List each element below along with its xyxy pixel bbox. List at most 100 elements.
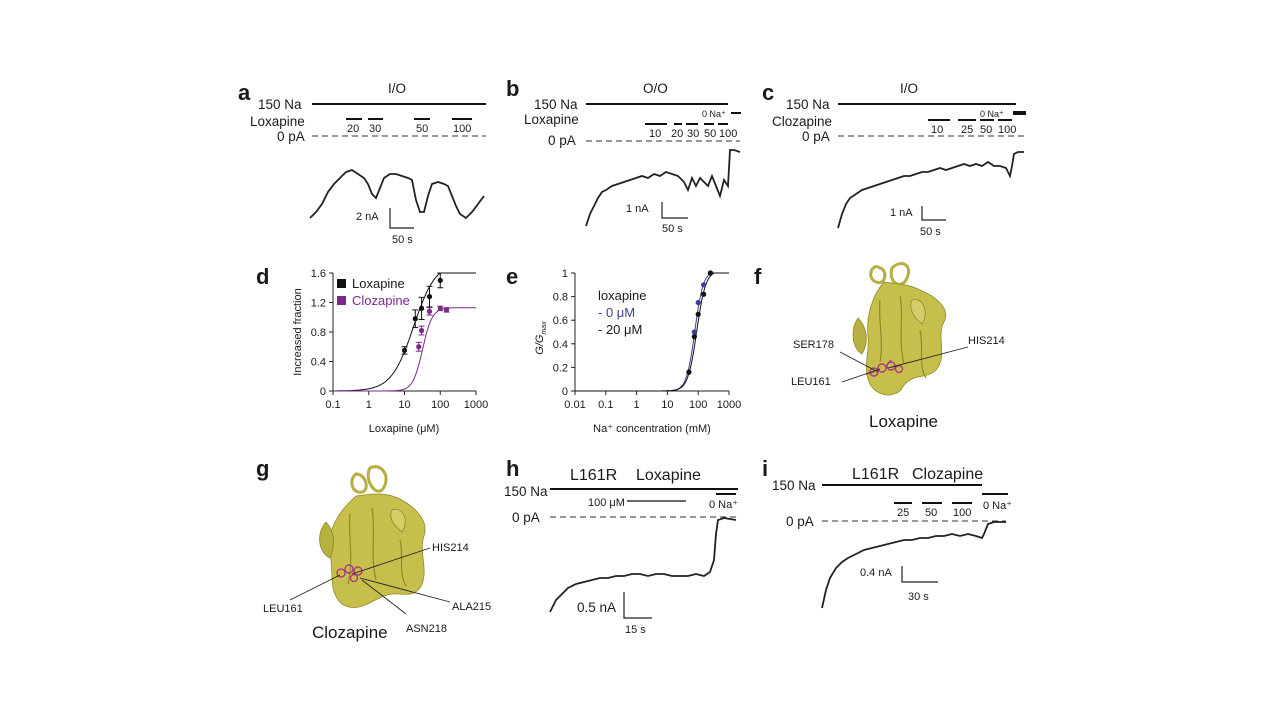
- y-tick-label: 0: [320, 386, 326, 398]
- panel-letter: b: [506, 76, 519, 101]
- condition-label: I/O: [900, 81, 918, 96]
- data-marks: [401, 272, 450, 355]
- x-tick-label: 1: [366, 399, 372, 411]
- drug-label: Loxapine: [250, 114, 305, 129]
- data-point: [695, 311, 701, 317]
- zero-na-label: 0 Na⁺: [983, 500, 1012, 512]
- panel-h: h L161R Loxapine 150 Na 100 μM 0 Na⁺ 0 p…: [504, 456, 738, 636]
- scale-bar: [389, 208, 414, 229]
- na-label: 150 Na: [504, 484, 548, 499]
- x-tick-label: 10: [661, 399, 673, 411]
- y-axis-label: G/Gmax: [534, 321, 548, 355]
- y-tick-label: 0: [562, 386, 568, 398]
- na-label: 150 Na: [534, 97, 578, 112]
- data-point: [426, 308, 433, 314]
- na-label: 150 Na: [772, 478, 816, 493]
- panel-letter: i: [762, 456, 768, 481]
- conc-label: 50: [980, 124, 992, 136]
- leader-line: [351, 547, 431, 575]
- scale-x-label: 50 s: [662, 223, 683, 235]
- na-label: 150 Na: [258, 97, 302, 112]
- ticks: 0.01 0.1 1 10 100 1000 0 0.2 0.4 0.6 0.8 1: [553, 268, 742, 411]
- current-trace: [821, 521, 1006, 609]
- conc-label: 50: [704, 128, 716, 140]
- conc-label: 100 μM: [588, 497, 625, 509]
- scale-bar: [921, 206, 946, 221]
- x-tick-label: 100: [689, 399, 707, 411]
- conc-label: 30: [687, 128, 699, 140]
- panel-letter: a: [238, 80, 251, 105]
- data-point: [437, 277, 443, 283]
- drug-label: Loxapine: [636, 467, 701, 484]
- leader-line: [887, 346, 969, 369]
- data-point: [443, 307, 450, 313]
- zero-label: 0 pA: [277, 129, 305, 144]
- leader-line: [361, 579, 407, 615]
- scale-y-label: 2 nA: [356, 211, 379, 223]
- panel-letter: c: [762, 80, 774, 105]
- data-point: [691, 329, 697, 335]
- panel-a: a I/O 150 Na Loxapine 20 30 50 100 0 pA …: [238, 80, 486, 246]
- panel-g: g HIS214 LEU161 ALA215 ASN218 Clozapine: [256, 456, 491, 642]
- data-marks: [686, 270, 714, 375]
- legend-label: - 0 μM: [598, 305, 635, 320]
- x-tick-label: 1: [634, 399, 640, 411]
- x-axis-label: Loxapine (μM): [369, 423, 440, 435]
- condition-label: I/O: [388, 81, 406, 96]
- y-tick-label: 0.8: [311, 327, 326, 339]
- x-tick-label: 100: [431, 399, 449, 411]
- panel-letter: d: [256, 264, 269, 289]
- data-point: [418, 327, 425, 334]
- data-point: [437, 305, 443, 311]
- y-tick-label: 0.6: [553, 315, 568, 327]
- y-tick-label: 0.2: [553, 362, 568, 374]
- scale-x-label: 50 s: [920, 226, 941, 238]
- protein-structure-image: [852, 262, 947, 396]
- data-point: [426, 294, 433, 300]
- y-tick-label: 0.4: [311, 357, 326, 369]
- scale-bar: [661, 202, 688, 219]
- residue-label: ASN218: [406, 623, 447, 635]
- panel-letter: e: [506, 264, 518, 289]
- scale-y-label: 1 nA: [626, 203, 649, 215]
- ligand-name: Loxapine: [869, 412, 938, 431]
- ligand-name: Clozapine: [312, 623, 388, 642]
- conc-label: 100: [953, 507, 971, 519]
- scale-bar: [623, 592, 652, 619]
- data-point: [695, 299, 701, 306]
- y-tick-label: 0.4: [553, 339, 568, 351]
- scale-x-label: 15 s: [625, 624, 646, 636]
- panel-c: c I/O 150 Na 0 Na⁺ Clozapine 10 25 50 10…: [762, 80, 1026, 238]
- panel-i: i L161R Clozapine 150 Na 25 50 100 0 Na⁺…: [762, 456, 1012, 609]
- x-tick-label: 0.01: [564, 399, 585, 411]
- conc-label: 25: [961, 124, 973, 136]
- na-label: 150 Na: [786, 97, 830, 112]
- residue-label: ALA215: [452, 601, 491, 613]
- scale-bar: [901, 566, 938, 583]
- conc-label: 10: [931, 124, 943, 136]
- y-tick-label: 1: [562, 268, 568, 280]
- residue-label: HIS214: [968, 335, 1005, 347]
- current-trace: [837, 151, 1024, 229]
- data-point: [701, 282, 707, 288]
- conc-label: 50: [416, 123, 428, 135]
- legend-swatch-clozapine: [337, 296, 346, 305]
- conc-label: 100: [453, 123, 471, 135]
- residue-label: LEU161: [791, 376, 831, 388]
- x-tick-label: 0.1: [598, 399, 613, 411]
- residue-label: SER178: [793, 339, 834, 351]
- residue-label: LEU161: [263, 603, 303, 615]
- data-point: [401, 347, 408, 354]
- leader-line: [359, 577, 451, 603]
- mutant-label: L161R: [570, 467, 617, 484]
- data-point: [701, 291, 707, 297]
- na-dependence-chart-e: e G/Gmax Na⁺ concentration (mM) 0.01 0.1 1…: [506, 264, 741, 435]
- zero-label: 0 pA: [802, 129, 830, 144]
- panel-letter: g: [256, 456, 269, 481]
- panel-b: b O/O 150 Na 0 Na⁺ Loxapine 10 20 30 50 …: [506, 76, 741, 235]
- protein-structure-image: [319, 465, 426, 608]
- y-tick-label: 0.8: [553, 292, 568, 304]
- panel-letter: f: [754, 264, 762, 289]
- conc-label: 100: [998, 124, 1016, 136]
